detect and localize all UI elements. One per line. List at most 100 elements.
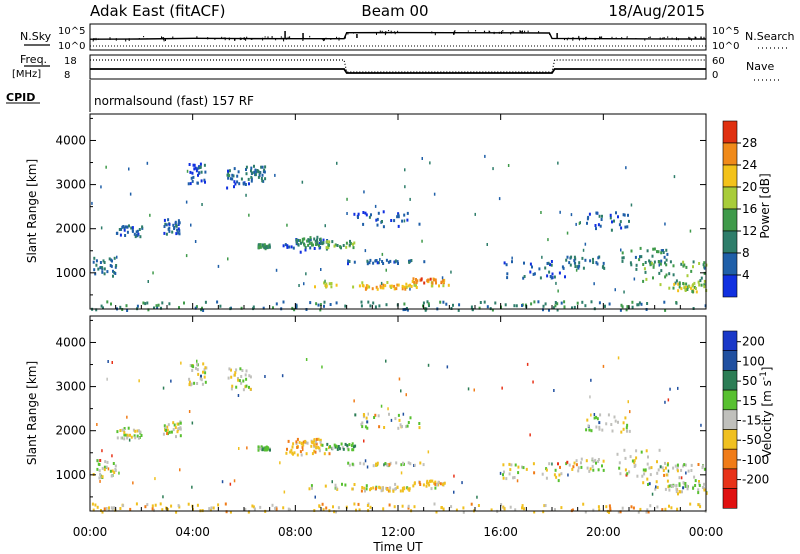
heatmap-cell bbox=[450, 505, 453, 509]
heatmap-cell bbox=[509, 505, 512, 509]
heatmap-cell bbox=[308, 487, 311, 491]
heatmap-cell bbox=[554, 301, 557, 304]
nsky-point bbox=[162, 37, 164, 40]
heatmap-cell bbox=[297, 243, 300, 247]
heatmap-cell bbox=[109, 264, 112, 267]
heatmap-cell bbox=[698, 484, 701, 487]
heatmap-cell bbox=[317, 303, 320, 307]
heatmap-cell bbox=[374, 305, 377, 309]
heatmap-cell bbox=[394, 482, 397, 486]
heatmap-cell bbox=[420, 278, 423, 282]
heatmap-cell bbox=[126, 225, 129, 229]
heatmap-cell bbox=[649, 260, 652, 264]
colorbar-tick-label: 28 bbox=[742, 136, 757, 150]
heatmap-cell bbox=[594, 458, 597, 462]
heatmap-cell bbox=[402, 308, 405, 312]
heatmap-cell bbox=[385, 268, 387, 272]
heatmap-cell bbox=[231, 173, 234, 177]
heatmap-cell bbox=[348, 260, 351, 263]
heatmap-cell bbox=[394, 417, 397, 421]
heatmap-cell bbox=[312, 441, 315, 445]
heatmap-cell bbox=[291, 445, 294, 449]
heatmap-cell bbox=[698, 480, 700, 483]
heatmap-cell bbox=[507, 164, 510, 167]
heatmap-cell bbox=[98, 463, 101, 466]
heatmap-cell bbox=[381, 220, 383, 223]
heatmap-cell bbox=[578, 264, 581, 268]
heatmap-cell bbox=[96, 467, 99, 471]
heatmap-cell bbox=[323, 452, 326, 456]
heatmap-cell bbox=[308, 241, 311, 245]
freq-series bbox=[90, 68, 706, 74]
heatmap-cell bbox=[191, 171, 194, 175]
heatmap-cell bbox=[617, 215, 619, 219]
heatmap-cell bbox=[523, 507, 525, 511]
heatmap-cell bbox=[165, 223, 168, 227]
heatmap-cell bbox=[587, 424, 590, 428]
nsky-point bbox=[280, 36, 282, 38]
nsky-point bbox=[582, 37, 584, 40]
heatmap-cell bbox=[429, 479, 432, 483]
heatmap-cell bbox=[511, 260, 513, 264]
heatmap-cell bbox=[684, 484, 687, 488]
heatmap-cell bbox=[580, 457, 583, 461]
heatmap-cell bbox=[286, 245, 289, 249]
heatmap-cell bbox=[116, 255, 118, 259]
heatmap-cell bbox=[101, 449, 103, 453]
heatmap-cell bbox=[541, 255, 543, 259]
heatmap-cell bbox=[405, 282, 408, 286]
heatmap-cell bbox=[355, 508, 357, 512]
heatmap-cell bbox=[633, 461, 636, 465]
nsky-point bbox=[700, 36, 702, 40]
heatmap-cell bbox=[291, 306, 294, 310]
heatmap-cell bbox=[502, 463, 505, 467]
heatmap-cell bbox=[286, 223, 288, 227]
heatmap-cell bbox=[621, 506, 624, 510]
heatmap-cell bbox=[244, 385, 247, 389]
heatmap-cell bbox=[609, 213, 612, 217]
heatmap-cell bbox=[676, 469, 679, 473]
nsky-point bbox=[239, 37, 241, 41]
heatmap-cell bbox=[240, 375, 243, 378]
heatmap-cell bbox=[119, 429, 122, 432]
heatmap-cell bbox=[245, 168, 247, 171]
heatmap-cell bbox=[353, 502, 356, 506]
heatmap-cell bbox=[446, 365, 449, 369]
heatmap-cell bbox=[702, 464, 705, 468]
heatmap-cell bbox=[132, 481, 134, 485]
heatmap-cell bbox=[369, 304, 372, 308]
heatmap-cell bbox=[552, 306, 555, 310]
heatmap-cell bbox=[413, 463, 416, 467]
heatmap-cell bbox=[110, 474, 113, 478]
heatmap-cell bbox=[664, 487, 667, 491]
heatmap-cell bbox=[366, 426, 369, 430]
heatmap-cell bbox=[623, 213, 626, 217]
heatmap-cell bbox=[418, 481, 421, 485]
heatmap-cell bbox=[685, 282, 688, 286]
colorbar-tick-label: 4 bbox=[742, 268, 750, 282]
heatmap-cell bbox=[629, 455, 632, 459]
heatmap-cell bbox=[133, 232, 136, 236]
x-tick-label: 08:00 bbox=[278, 525, 313, 539]
heatmap-cell bbox=[234, 182, 237, 186]
heatmap-cell bbox=[195, 305, 198, 309]
nsky-point bbox=[635, 38, 637, 40]
heatmap-cell bbox=[574, 265, 577, 268]
heatmap-cell bbox=[689, 502, 692, 506]
heatmap-cell bbox=[247, 177, 250, 181]
heatmap-cell bbox=[194, 166, 197, 170]
heatmap-cell bbox=[699, 279, 702, 283]
heatmap-cell bbox=[437, 480, 440, 484]
heatmap-cell bbox=[628, 470, 631, 474]
heatmap-cell bbox=[429, 161, 431, 165]
heatmap-cell bbox=[201, 382, 204, 386]
heatmap-cell bbox=[601, 214, 603, 218]
nsky-point bbox=[224, 37, 226, 41]
heatmap-cell bbox=[227, 176, 230, 180]
heatmap-cell bbox=[103, 465, 106, 469]
heatmap-cell bbox=[239, 367, 242, 371]
heatmap-cell bbox=[550, 260, 553, 263]
heatmap-cell bbox=[231, 384, 234, 388]
heatmap-cell bbox=[264, 448, 267, 452]
heatmap-cell bbox=[675, 279, 678, 283]
